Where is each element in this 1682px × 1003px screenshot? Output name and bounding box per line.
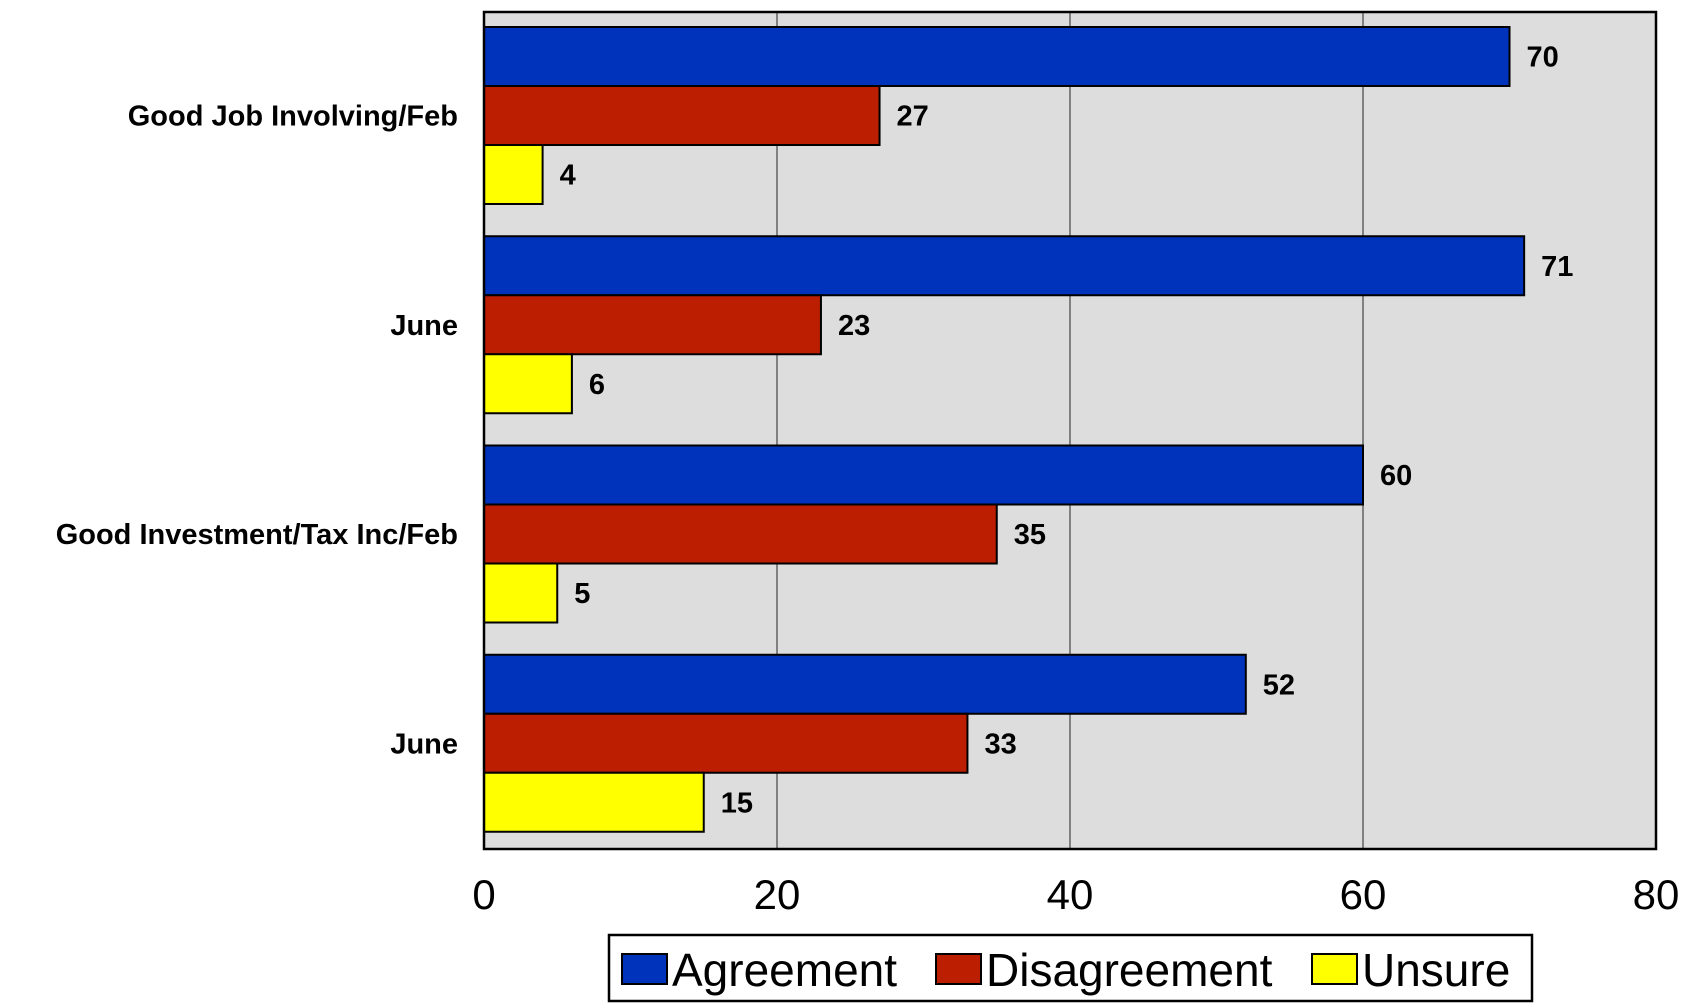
data-labels: 70 27 4 71 23 6 60 35 5 52 33 15 xyxy=(560,42,1574,820)
legend-swatch-agreement xyxy=(621,953,668,985)
plot-border xyxy=(482,10,1658,851)
legend-swatch-disagreement xyxy=(935,953,982,985)
legend-swatch-unsure xyxy=(1311,953,1358,985)
x-tick-label: 40 xyxy=(1047,871,1094,918)
legend-label-disagreement: Disagreement xyxy=(986,944,1273,996)
category-label: Good Job Involving/Feb xyxy=(128,101,458,133)
category-label: June xyxy=(390,728,458,760)
data-label: 6 xyxy=(589,369,605,401)
bar-disagreement-1 xyxy=(483,294,822,356)
category-labels: Good Job Involving/Feb June Good Investmen… xyxy=(56,101,458,761)
x-tick-label: 80 xyxy=(1633,871,1680,918)
bar-agreement-3 xyxy=(483,653,1247,715)
legend-label-unsure: Unsure xyxy=(1362,944,1510,996)
legend: Agreement Disagreement Unsure xyxy=(607,933,1534,1003)
x-tick-label: 0 xyxy=(472,871,495,918)
x-tick-label: 60 xyxy=(1340,871,1387,918)
category-label: Good Investment/Tax Inc/Feb xyxy=(56,519,458,551)
bar-agreement-0 xyxy=(483,26,1511,87)
data-label: 27 xyxy=(897,101,929,133)
x-tick-labels: 0 20 40 60 80 xyxy=(472,871,1679,918)
data-label: 52 xyxy=(1263,669,1295,701)
category-label: June xyxy=(390,310,458,342)
legend-label-agreement: Agreement xyxy=(672,944,897,996)
bar-agreement-1 xyxy=(483,235,1526,297)
legend-box xyxy=(607,933,1534,1003)
bar-unsure-1 xyxy=(483,353,573,415)
bar-disagreement-3 xyxy=(483,712,969,774)
bar-unsure-0 xyxy=(483,144,544,205)
bar-agreement-2 xyxy=(483,444,1364,506)
data-label: 71 xyxy=(1541,251,1573,283)
data-label: 5 xyxy=(574,578,590,610)
data-label: 4 xyxy=(560,160,576,192)
data-label: 23 xyxy=(838,310,870,342)
data-label: 15 xyxy=(721,787,753,819)
data-label: 33 xyxy=(984,728,1016,760)
bar-disagreement-0 xyxy=(483,85,881,146)
data-label: 60 xyxy=(1380,460,1412,492)
data-label: 70 xyxy=(1527,42,1559,74)
bar-disagreement-2 xyxy=(483,503,998,565)
bar-unsure-3 xyxy=(483,771,705,833)
bars xyxy=(483,26,1526,833)
bar-unsure-2 xyxy=(483,562,559,624)
x-tick-label: 20 xyxy=(754,871,801,918)
data-label: 35 xyxy=(1014,519,1046,551)
